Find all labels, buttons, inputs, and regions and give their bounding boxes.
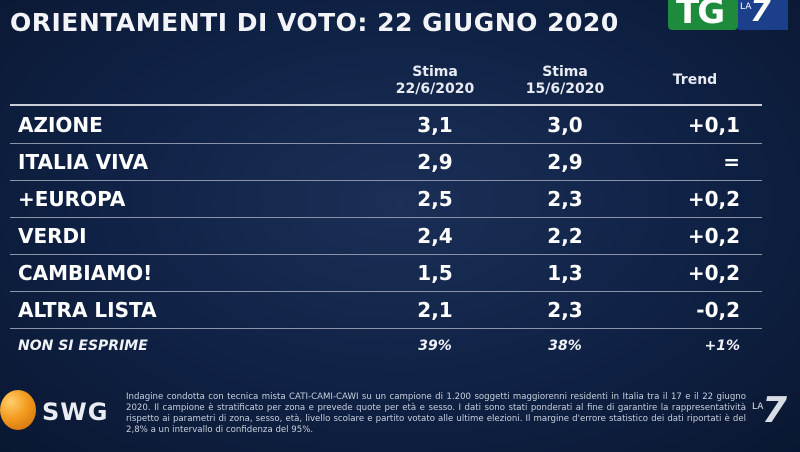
table-row: AZIONE 3,1 3,0 +0,1	[10, 107, 762, 144]
table-row: CAMBIAMO! 1,5 1,3 +0,2	[10, 255, 762, 292]
stima-15-value: 1,3	[547, 261, 583, 285]
tg-logo: TG	[668, 0, 738, 32]
stima-15-value: 2,3	[547, 298, 583, 322]
stima-22-value: 2,5	[417, 187, 453, 211]
stima-15-value: 2,2	[547, 224, 583, 248]
trend-value: +0,2	[687, 187, 740, 211]
la7-watermark: LA 7	[752, 390, 800, 436]
trend-value: -0,2	[696, 298, 740, 322]
header-stima-15-line1: Stima	[542, 64, 588, 80]
table-header: Stima 22/6/2020 Stima 15/6/2020 Trend	[10, 62, 762, 104]
party-name: VERDI	[18, 224, 87, 248]
header-trend: Trend	[650, 72, 740, 89]
stima-22-value: 3,1	[417, 113, 453, 137]
stima-15-value: 3,0	[547, 113, 583, 137]
header-stima-22: Stima 22/6/2020	[380, 64, 490, 98]
header-stima-22-line1: Stima	[412, 64, 458, 80]
party-name: CAMBIAMO!	[18, 261, 153, 285]
party-name: ITALIA VIVA	[18, 150, 149, 174]
header-trend-label: Trend	[672, 72, 718, 88]
non-si-esprime-trend-value: +1%	[704, 338, 741, 354]
table-row: VERDI 2,4 2,2 +0,2	[10, 218, 762, 255]
methodology-footnote: Indagine condotta con tecnica mista CATI…	[126, 392, 746, 435]
header-stima-15: Stima 15/6/2020	[510, 64, 620, 98]
non-si-esprime-label: NON SI ESPRIME	[18, 338, 148, 354]
header-stima-15-line2: 15/6/2020	[525, 81, 605, 97]
table-row: ALTRA LISTA 2,1 2,3 -0,2	[10, 292, 762, 329]
table-row: ITALIA VIVA 2,9 2,9 =	[10, 144, 762, 181]
non-si-esprime-15-value: 38%	[548, 338, 582, 354]
stima-22-value: 2,9	[417, 150, 453, 174]
la7-watermark-seven: 7	[762, 390, 788, 431]
party-name: AZIONE	[18, 113, 103, 137]
swg-logo: SWG	[0, 388, 130, 438]
header-divider	[10, 104, 762, 106]
swg-orb-icon	[0, 390, 36, 430]
tg-logo-text: TG	[676, 0, 725, 32]
table-row-non-si-esprime: NON SI ESPRIME 39% 38% +1%	[10, 328, 762, 364]
la7-watermark-la: LA	[752, 402, 764, 412]
swg-logo-text: SWG	[42, 398, 109, 426]
page-title: ORIENTAMENTI DI VOTO: 22 GIUGNO 2020	[10, 8, 619, 37]
stima-15-value: 2,9	[547, 150, 583, 174]
stima-22-value: 1,5	[417, 261, 453, 285]
non-si-esprime-22-value: 39%	[418, 338, 452, 354]
party-name: ALTRA LISTA	[18, 298, 157, 322]
stima-15-value: 2,3	[547, 187, 583, 211]
trend-value: +0,1	[687, 113, 740, 137]
table-row: +EUROPA 2,5 2,3 +0,2	[10, 181, 762, 218]
stima-22-value: 2,4	[417, 224, 453, 248]
la7-logo-seven: 7	[750, 0, 771, 29]
header-stima-22-line2: 22/6/2020	[395, 81, 475, 97]
la7-logo: LA 7	[738, 0, 788, 30]
la7-logo-la: LA	[740, 2, 752, 12]
trend-value: +0,2	[687, 224, 740, 248]
stima-22-value: 2,1	[417, 298, 453, 322]
party-name: +EUROPA	[18, 187, 126, 211]
trend-value: +0,2	[687, 261, 740, 285]
trend-value: =	[723, 150, 740, 174]
